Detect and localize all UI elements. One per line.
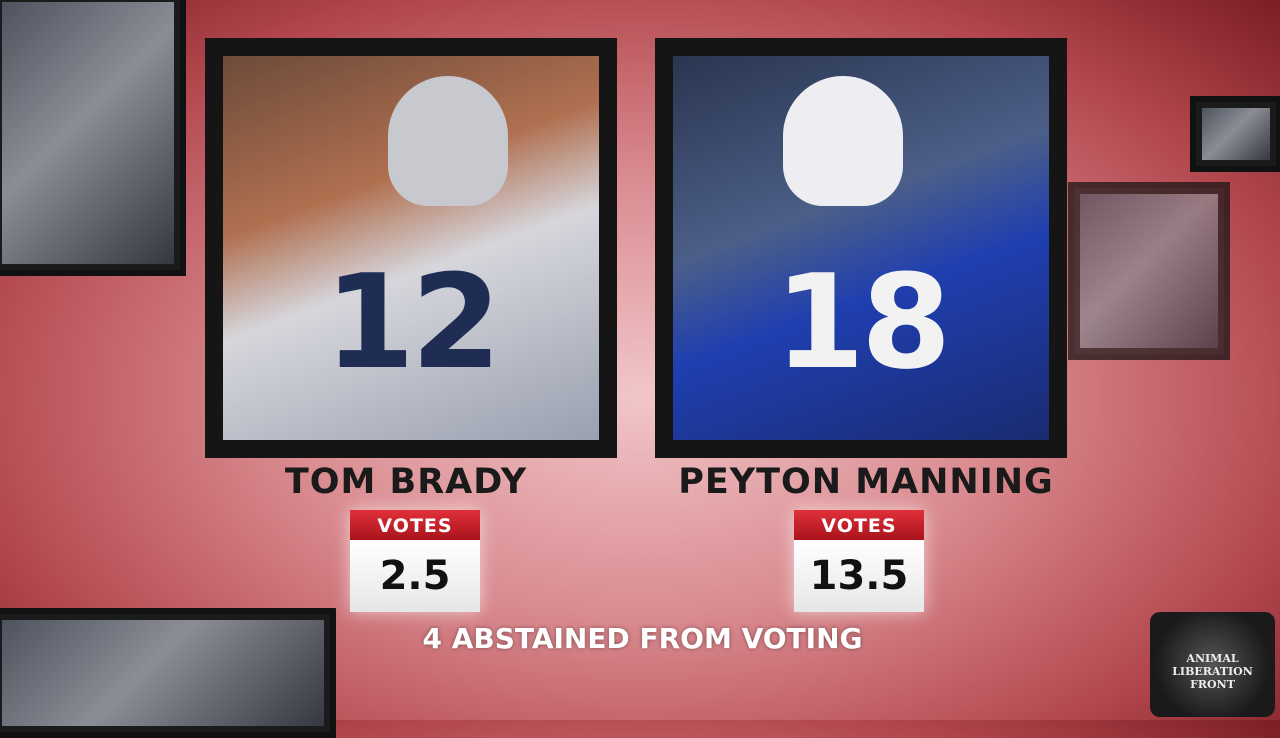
votes-value: 13.5 [794, 540, 924, 612]
votes-label: VOTES [794, 510, 924, 540]
jersey-number: 18 [774, 246, 952, 398]
votes-label: VOTES [350, 510, 480, 540]
side-photo [0, 608, 336, 738]
jersey-number: 12 [324, 246, 502, 398]
player-name: TOM BRADY [284, 462, 528, 502]
side-photo [0, 0, 186, 276]
player-photo: 18 [673, 56, 1049, 440]
player-photo: 12 [223, 56, 599, 440]
votes-value: 2.5 [350, 540, 480, 612]
watermark: ANIMAL LIBERATION FRONT [1150, 612, 1275, 717]
player-frame: 18 [655, 38, 1067, 458]
player-name: PEYTON MANNING [678, 462, 1054, 502]
side-photo [1190, 96, 1280, 172]
player-frame: 12 [205, 38, 617, 458]
side-photo [1068, 182, 1230, 360]
votes-box: VOTES 2.5 [350, 510, 480, 612]
footer-note: 4 ABSTAINED FROM VOTING [422, 622, 863, 655]
votes-box: VOTES 13.5 [794, 510, 924, 612]
